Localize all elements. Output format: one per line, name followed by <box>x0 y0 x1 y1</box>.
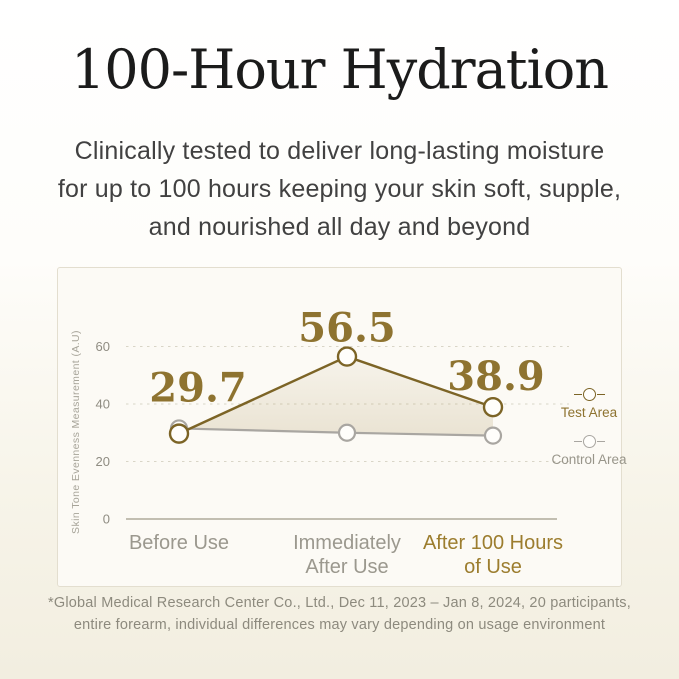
y-tick-label: 40 <box>96 397 110 412</box>
footnote-line: *Global Medical Research Center Co., Ltd… <box>48 595 631 611</box>
test-area-point <box>482 396 504 418</box>
test-area-point <box>168 423 190 444</box>
data-label: 29.7 <box>149 365 246 412</box>
test-area-marker-icon <box>573 386 605 402</box>
legend-item-control-area: Control Area <box>548 433 630 468</box>
x-axis-label: Before Use <box>129 532 229 554</box>
control-area-point <box>337 423 357 442</box>
y-tick-label: 20 <box>96 454 110 469</box>
subtitle-line: for up to 100 hours keeping your skin so… <box>57 175 622 203</box>
control-area-marker-icon <box>573 433 605 449</box>
area-fill-between-series <box>179 356 493 436</box>
footnote-line: entire forearm, individual differences m… <box>73 617 606 633</box>
page-subtitle: Clinically tested to deliver long-lastin… <box>0 132 679 246</box>
legend-item-test-area: Test Area <box>548 386 630 421</box>
y-axis-title: Skin Tone Evenness Measurement (A.U) <box>70 330 82 534</box>
chart-card: 0 20 40 60 Skin Tone Evenness Measurement (A… <box>57 267 627 587</box>
y-tick-label: 0 <box>103 512 110 527</box>
footnote: *Global Medical Research Center Co., Ltd… <box>0 592 679 636</box>
control-area-point <box>483 426 503 445</box>
data-label: 56.5 <box>298 305 395 352</box>
legend-label-test-area: Test Area <box>560 405 618 420</box>
subtitle-line: and nourished all day and beyond <box>148 213 531 241</box>
x-axis-label: Immediately After Use <box>293 532 401 578</box>
subtitle-line: Clinically tested to deliver long-lastin… <box>74 137 605 165</box>
y-tick-label: 60 <box>96 339 110 354</box>
data-label: 38.9 <box>447 353 544 400</box>
test-area-point <box>336 346 358 367</box>
legend-label-control-area: Control Area <box>551 452 627 467</box>
line-chart: 0 20 40 60 Skin Tone Evenness Measurement (A… <box>70 305 569 578</box>
page-title: 100-Hour Hydration <box>70 38 609 101</box>
chart-legend: Test Area Control Area <box>548 386 630 480</box>
x-axis-label: After 100 Hours of Use <box>423 532 563 578</box>
